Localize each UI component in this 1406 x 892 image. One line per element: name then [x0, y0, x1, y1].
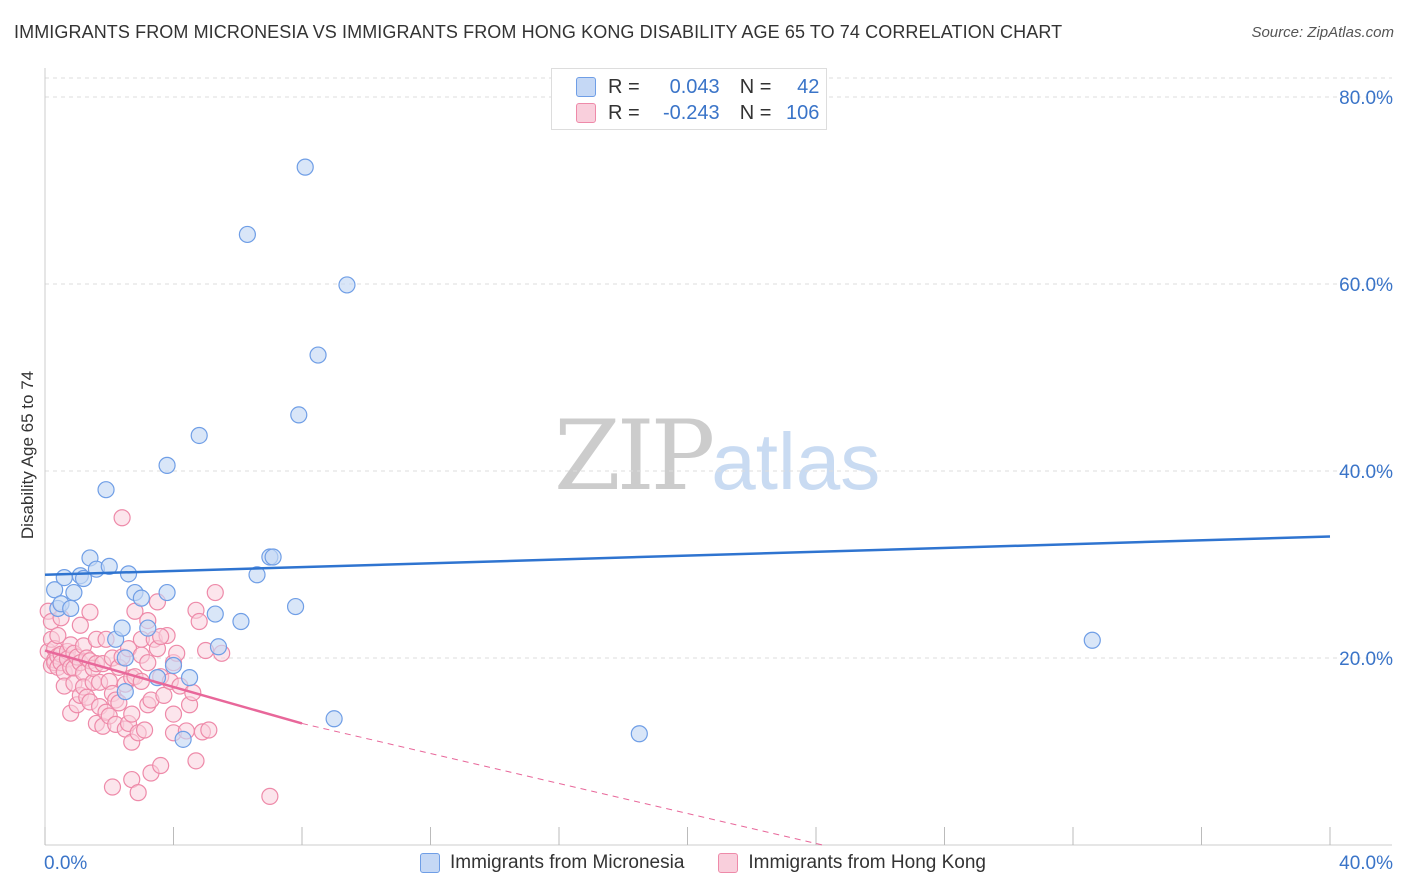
micronesia-point — [97, 481, 115, 499]
pink-swatch — [576, 103, 596, 123]
hongkong-point — [187, 752, 205, 770]
hongkong-point — [206, 583, 224, 602]
legend-label: Immigrants from Micronesia — [450, 852, 685, 873]
source-label: Source: ZipAtlas.com — [1251, 24, 1394, 41]
hongkong-point — [164, 705, 183, 723]
y-axis-label: Disability Age 65 to 74 — [18, 370, 37, 540]
micronesia-point — [180, 669, 199, 687]
hongkong-point — [113, 509, 131, 527]
hongkong-point — [261, 787, 279, 805]
hongkong-point — [200, 721, 218, 739]
micronesia-point — [206, 605, 224, 623]
n-value: 106 — [786, 101, 820, 124]
r-value: -0.243 — [662, 101, 720, 124]
y-tick-label: 40.0% — [1339, 462, 1393, 483]
micronesia-point — [248, 566, 266, 584]
r-label: R = — [608, 101, 640, 124]
hongkong-trendline-extension — [301, 722, 823, 846]
micronesia-point — [158, 456, 176, 474]
micronesia-point — [174, 730, 192, 748]
y-tick-label: 80.0% — [1339, 88, 1393, 109]
chart-title: IMMIGRANTS FROM MICRONESIA VS IMMIGRANTS… — [14, 22, 1063, 42]
micronesia-point — [338, 276, 356, 294]
micronesia-point — [286, 597, 305, 616]
y-tick-label: 60.0% — [1339, 275, 1393, 296]
r-value: 0.043 — [669, 75, 720, 98]
micronesia-point — [132, 589, 150, 607]
hongkong-point — [152, 627, 170, 646]
micronesia-point — [630, 725, 648, 743]
micronesia-point — [46, 581, 64, 599]
hongkong-point — [123, 705, 141, 723]
micronesia-point — [119, 565, 138, 583]
n-label: N = — [739, 75, 772, 98]
micronesia-point — [290, 406, 308, 424]
blue-swatch — [420, 853, 440, 873]
legend-item-hongkong[interactable]: Immigrants from Hong Kong — [718, 852, 986, 874]
micronesia-point — [238, 225, 256, 244]
stats-legend: R = 0.043 N = 42 R = -0.243 N = 106 — [551, 68, 827, 130]
hongkong-trendline — [44, 649, 303, 725]
micronesia-point — [65, 583, 83, 602]
micronesia-point — [1083, 631, 1101, 649]
micronesia-point — [158, 583, 176, 602]
hongkong-point — [139, 654, 157, 672]
hongkong-point — [71, 616, 89, 634]
micronesia-point — [296, 158, 314, 176]
micronesia-point — [116, 683, 134, 701]
hongkong-point — [152, 756, 170, 775]
micronesia-point — [209, 638, 228, 656]
hongkong-point — [155, 686, 173, 705]
hongkong-point — [129, 784, 147, 802]
hongkong-point — [135, 721, 154, 739]
legend-item-micronesia[interactable]: Immigrants from Micronesia — [420, 852, 684, 874]
stats-row-hongkong: R = -0.243 N = 106 — [576, 100, 819, 126]
micronesia-point — [325, 710, 343, 728]
hongkong-point — [190, 612, 208, 631]
hongkong-point — [103, 778, 122, 796]
micronesia-point — [164, 656, 183, 675]
micronesia-point — [309, 346, 327, 364]
series-legend: Immigrants from Micronesia Immigrants fr… — [0, 852, 1406, 874]
legend-label: Immigrants from Hong Kong — [748, 852, 986, 873]
micronesia-point — [232, 612, 250, 631]
hongkong-point — [81, 603, 99, 621]
blue-swatch — [576, 77, 596, 97]
y-tick-label: 20.0% — [1339, 649, 1393, 670]
micronesia-point — [100, 557, 118, 575]
x-tick-label: 40.0% — [1339, 853, 1393, 874]
pink-swatch — [718, 853, 739, 873]
micronesia-point — [116, 649, 134, 667]
hongkong-point — [49, 626, 67, 645]
x-tick-label: 0.0% — [44, 853, 87, 874]
micronesia-trendline — [44, 535, 1331, 577]
n-label: N = — [739, 101, 772, 124]
n-value: 42 — [797, 75, 820, 98]
micronesia-point — [55, 568, 73, 587]
micronesia-point — [62, 599, 80, 618]
r-label: R = — [608, 75, 640, 98]
micronesia-point — [264, 548, 282, 566]
micronesia-point — [190, 426, 208, 445]
micronesia-point — [139, 619, 157, 637]
micronesia-point — [113, 619, 131, 637]
stats-row-micronesia: R = 0.043 N = 42 — [576, 74, 819, 100]
